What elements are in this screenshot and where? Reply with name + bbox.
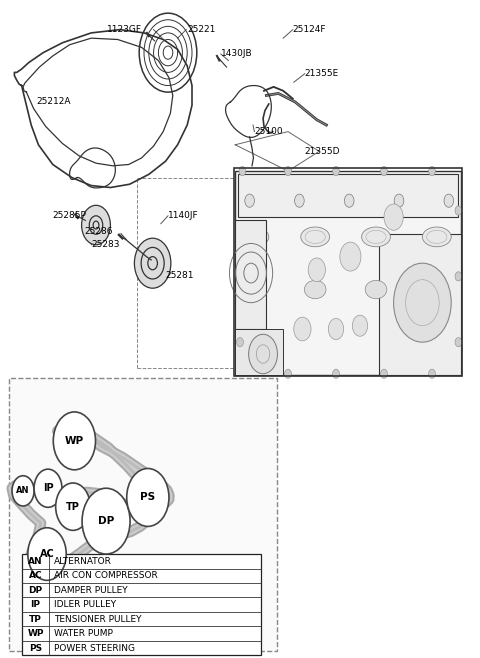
Text: WATER PUMP: WATER PUMP	[54, 629, 113, 638]
Circle shape	[340, 242, 361, 271]
Text: IDLER PULLEY: IDLER PULLEY	[54, 600, 116, 609]
Text: AN: AN	[16, 486, 30, 495]
Text: 1140JF: 1140JF	[168, 211, 199, 220]
Ellipse shape	[304, 280, 326, 299]
Circle shape	[285, 166, 291, 176]
Text: 1430JB: 1430JB	[221, 49, 252, 59]
Circle shape	[455, 338, 462, 347]
Text: POWER STEERING: POWER STEERING	[54, 644, 135, 653]
FancyBboxPatch shape	[238, 174, 458, 217]
Circle shape	[444, 194, 454, 207]
Ellipse shape	[243, 280, 265, 299]
FancyBboxPatch shape	[235, 171, 461, 375]
Text: WP: WP	[27, 629, 44, 638]
FancyBboxPatch shape	[379, 234, 461, 375]
Circle shape	[328, 318, 344, 340]
FancyBboxPatch shape	[235, 220, 266, 329]
Circle shape	[455, 272, 462, 281]
Text: 25124F: 25124F	[293, 25, 326, 34]
Circle shape	[56, 483, 90, 530]
Text: AC: AC	[40, 549, 54, 559]
Circle shape	[429, 166, 435, 176]
Circle shape	[294, 317, 311, 341]
Text: IP: IP	[31, 600, 40, 609]
Circle shape	[394, 194, 404, 207]
Text: AIR CON COMPRESSOR: AIR CON COMPRESSOR	[54, 571, 158, 580]
Circle shape	[34, 469, 62, 507]
Circle shape	[333, 369, 339, 378]
Circle shape	[381, 369, 387, 378]
Text: 21355D: 21355D	[305, 147, 340, 156]
Text: 25221: 25221	[187, 25, 216, 34]
Circle shape	[134, 238, 171, 288]
Text: DAMPER PULLEY: DAMPER PULLEY	[54, 586, 128, 595]
Text: 25100: 25100	[254, 127, 283, 136]
FancyBboxPatch shape	[235, 329, 283, 375]
Text: TP: TP	[66, 501, 80, 512]
Text: 1123GF: 1123GF	[107, 25, 142, 34]
Text: ALTERNATOR: ALTERNATOR	[54, 557, 112, 566]
Circle shape	[127, 468, 169, 526]
Text: TP: TP	[29, 615, 42, 624]
FancyBboxPatch shape	[22, 554, 261, 655]
Circle shape	[429, 369, 435, 378]
Circle shape	[381, 166, 387, 176]
Ellipse shape	[365, 280, 387, 299]
Circle shape	[12, 476, 34, 506]
Text: PS: PS	[29, 644, 42, 653]
Circle shape	[308, 258, 325, 282]
Circle shape	[333, 166, 339, 176]
Ellipse shape	[426, 280, 447, 299]
FancyBboxPatch shape	[9, 378, 277, 651]
Text: DP: DP	[98, 516, 114, 526]
Circle shape	[245, 194, 254, 207]
Circle shape	[285, 369, 291, 378]
Circle shape	[53, 412, 96, 470]
Circle shape	[345, 194, 354, 207]
Text: PS: PS	[140, 492, 156, 503]
Ellipse shape	[361, 227, 390, 247]
Circle shape	[237, 338, 243, 347]
Text: WP: WP	[65, 436, 84, 446]
Ellipse shape	[301, 227, 330, 247]
Text: AC: AC	[29, 571, 42, 580]
Circle shape	[28, 528, 66, 580]
Text: 25283: 25283	[91, 240, 120, 249]
Circle shape	[82, 488, 130, 554]
Circle shape	[455, 206, 462, 215]
Text: 25285P: 25285P	[53, 211, 87, 220]
Text: DP: DP	[28, 586, 43, 595]
Circle shape	[239, 166, 246, 176]
Text: 25286: 25286	[84, 227, 112, 236]
Text: TENSIONER PULLEY: TENSIONER PULLEY	[54, 615, 142, 624]
Circle shape	[384, 204, 403, 230]
Circle shape	[394, 263, 451, 342]
Ellipse shape	[240, 227, 269, 247]
Ellipse shape	[422, 227, 451, 247]
Circle shape	[352, 315, 368, 336]
Circle shape	[249, 334, 277, 374]
Text: 25212A: 25212A	[36, 97, 71, 107]
Text: AN: AN	[28, 557, 43, 566]
Text: 25281: 25281	[166, 270, 194, 280]
Circle shape	[82, 205, 110, 245]
Text: IP: IP	[43, 483, 53, 494]
Text: 21355E: 21355E	[305, 69, 339, 78]
Circle shape	[295, 194, 304, 207]
